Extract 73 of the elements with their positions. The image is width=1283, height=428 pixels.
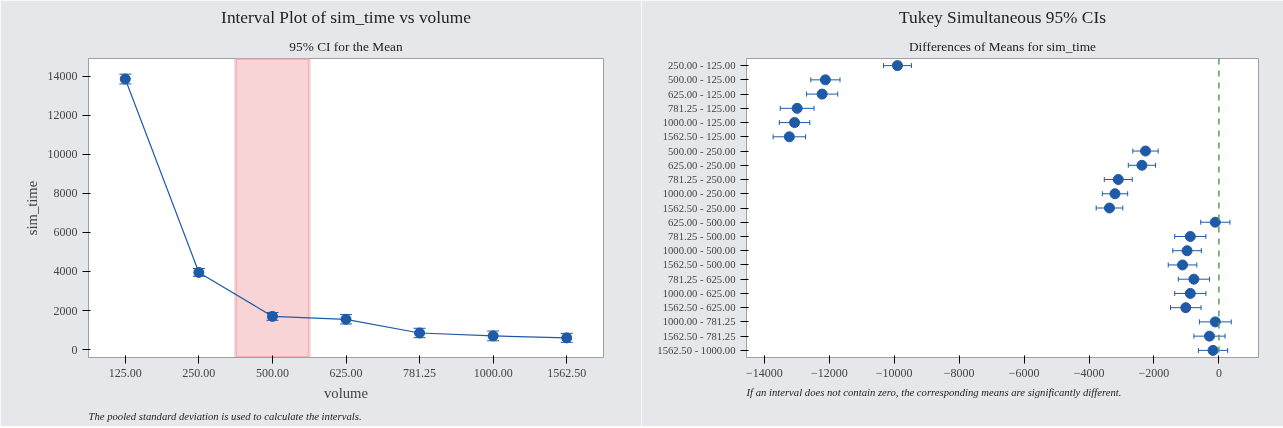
y-tick-label: 12000 (47, 108, 78, 123)
x-tick-label: 250.00 (182, 365, 216, 380)
point (1209, 216, 1221, 228)
y-tick-label: 1000.00 - 781.25 (662, 316, 736, 328)
x-tick-label: −14000 (745, 365, 783, 380)
point (819, 74, 831, 86)
y-tick-label: 1562.50 - 500.00 (662, 259, 736, 271)
point (1136, 159, 1148, 171)
x-tick-label: 0 (1215, 365, 1222, 380)
point (1184, 230, 1196, 242)
y-tick-label: 10000 (47, 147, 78, 162)
point (791, 102, 803, 114)
y-tick-label: 4000 (53, 264, 78, 279)
y-tick-label: 1000.00 - 625.00 (662, 287, 736, 299)
y-axis-title: sim_time (23, 180, 40, 236)
y-tick-label: 1562.50 - 625.00 (662, 302, 736, 314)
point (891, 60, 903, 72)
point (783, 131, 795, 143)
y-tick-label: 781.25 - 250.00 (668, 174, 736, 186)
point (816, 88, 828, 100)
point (1112, 174, 1124, 186)
point (1180, 302, 1192, 314)
x-axis-title: volume (324, 384, 368, 401)
y-tick-label: 1000.00 - 125.00 (662, 117, 736, 129)
y-tick-label: 2000 (53, 303, 78, 318)
point (1109, 188, 1121, 200)
point (1140, 145, 1152, 157)
y-tick-label: 781.25 - 125.00 (668, 102, 736, 114)
y-tick-label: 1000.00 - 250.00 (662, 188, 736, 200)
chart-subtitle: 95% CI for the Mean (289, 38, 403, 54)
y-tick-label: 781.25 - 500.00 (668, 230, 736, 242)
x-tick-label: −12000 (810, 365, 848, 380)
text: If an interval does not contain zero, the corresponding means are significantly different. (745, 386, 1122, 398)
point (1209, 316, 1221, 328)
chart-subtitle: Differences of Means for sim_time (908, 38, 1097, 54)
y-tick-label: 14000 (47, 69, 78, 84)
y-tick-label: 1562.50 - 125.00 (662, 131, 736, 143)
x-tick-label: 625.00 (329, 365, 363, 380)
y-tick-label: 6000 (53, 225, 78, 240)
point (1203, 330, 1215, 342)
point (789, 117, 801, 129)
y-tick-label: 8000 (53, 186, 78, 201)
x-tick-label: −2000 (1138, 365, 1170, 380)
x-tick-label: 1000.00 (473, 365, 513, 380)
x-tick-label: 781.25 (403, 365, 437, 380)
y-tick-label: 625.00 - 500.00 (668, 216, 736, 228)
point (1103, 202, 1115, 214)
y-tick-label: 250.00 - 125.00 (668, 60, 736, 72)
y-tick-label: 1000.00 - 500.00 (662, 245, 736, 257)
y-tick-label: 625.00 - 125.00 (668, 88, 736, 100)
text: The pooled standard deviation is used to calculate the intervals. (88, 410, 362, 422)
x-tick-label: −10000 (875, 365, 913, 380)
point (1181, 245, 1193, 257)
point (1177, 259, 1189, 271)
x-tick-label: 500.00 (255, 365, 289, 380)
point (1188, 273, 1200, 285)
y-tick-label: 1562.50 - 781.25 (662, 330, 736, 342)
x-tick-label: 125.00 (108, 365, 142, 380)
y-tick-label: 500.00 - 125.00 (668, 74, 736, 86)
x-tick-label: −8000 (943, 365, 975, 380)
x-tick-label: 1562.50 (547, 365, 587, 380)
y-tick-label: 500.00 - 250.00 (668, 145, 736, 157)
x-tick-label: −6000 (1008, 365, 1040, 380)
point (1207, 344, 1219, 356)
y-tick-label: 1562.50 - 1000.00 (657, 344, 736, 356)
chart-title: Interval Plot of sim_time vs volume (221, 7, 472, 27)
y-tick-label: 1562.50 - 250.00 (662, 202, 736, 214)
y-tick-label: 781.25 - 625.00 (668, 273, 736, 285)
y-tick-label: 625.00 - 250.00 (668, 159, 736, 171)
chart-title: Tukey Simultaneous 95% CIs (899, 7, 1107, 27)
y-tick-label: 0 (71, 342, 78, 357)
x-tick-label: −4000 (1073, 365, 1105, 380)
point (1184, 287, 1196, 299)
